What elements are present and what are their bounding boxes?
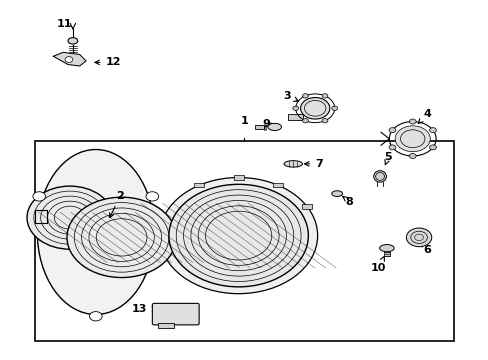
Circle shape xyxy=(428,145,435,150)
Bar xyxy=(288,114,303,120)
Circle shape xyxy=(331,106,337,111)
Circle shape xyxy=(322,94,327,98)
Text: 4: 4 xyxy=(418,109,430,123)
Bar xyxy=(233,175,243,180)
Bar xyxy=(194,183,203,188)
Circle shape xyxy=(159,177,317,294)
Text: 8: 8 xyxy=(342,196,352,207)
Text: 13: 13 xyxy=(131,304,156,314)
Text: 9: 9 xyxy=(262,120,275,129)
Circle shape xyxy=(394,126,429,152)
Circle shape xyxy=(428,128,435,133)
Text: 5: 5 xyxy=(384,152,391,165)
Text: 11: 11 xyxy=(56,19,72,29)
Text: 3: 3 xyxy=(283,91,298,101)
Circle shape xyxy=(33,192,45,201)
Polygon shape xyxy=(53,52,86,66)
Ellipse shape xyxy=(37,149,154,315)
Bar xyxy=(35,140,453,341)
Bar xyxy=(158,323,173,328)
Ellipse shape xyxy=(373,171,386,182)
Circle shape xyxy=(65,57,73,62)
Ellipse shape xyxy=(284,161,302,167)
Circle shape xyxy=(302,94,308,98)
Text: 6: 6 xyxy=(421,242,430,255)
Bar xyxy=(302,204,311,209)
Circle shape xyxy=(322,118,327,123)
Circle shape xyxy=(67,197,176,278)
Circle shape xyxy=(168,184,308,287)
Ellipse shape xyxy=(68,38,78,44)
Ellipse shape xyxy=(379,244,393,252)
Circle shape xyxy=(302,118,308,123)
Circle shape xyxy=(408,119,415,124)
Text: 7: 7 xyxy=(304,159,322,169)
Text: 10: 10 xyxy=(370,256,386,273)
Circle shape xyxy=(292,106,298,111)
Text: 1: 1 xyxy=(240,116,248,126)
Circle shape xyxy=(388,128,395,133)
Ellipse shape xyxy=(331,191,342,197)
Circle shape xyxy=(408,153,415,158)
Circle shape xyxy=(146,192,159,201)
Text: 12: 12 xyxy=(95,57,121,67)
Bar xyxy=(384,252,389,256)
FancyBboxPatch shape xyxy=(152,303,199,325)
Text: 2: 2 xyxy=(109,191,124,218)
Circle shape xyxy=(406,228,431,247)
Ellipse shape xyxy=(267,123,281,131)
Bar xyxy=(255,125,264,129)
Circle shape xyxy=(89,312,102,321)
Circle shape xyxy=(300,98,329,119)
Bar xyxy=(273,183,283,188)
Circle shape xyxy=(388,145,395,150)
Circle shape xyxy=(27,186,113,249)
